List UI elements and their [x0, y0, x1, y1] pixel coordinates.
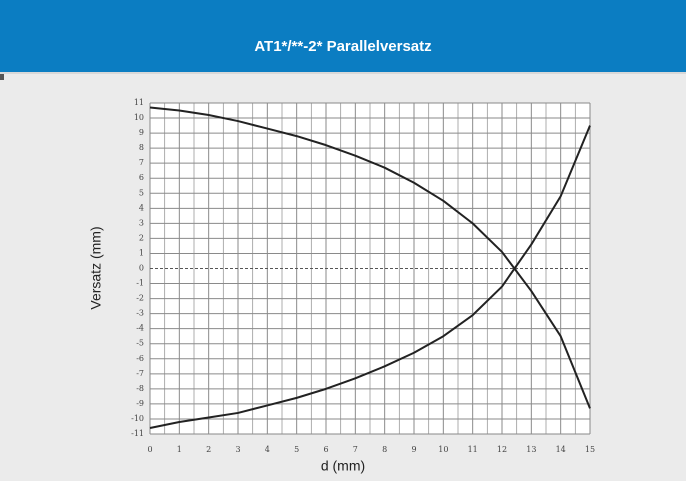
- y-tick-label: -2: [136, 294, 144, 303]
- x-tick-label: 6: [323, 445, 328, 454]
- y-tick-label: -3: [136, 309, 144, 318]
- y-tick-label: -11: [131, 429, 144, 438]
- x-tick-label: 4: [265, 445, 270, 454]
- header-shadow: [0, 72, 686, 74]
- x-tick-label: 2: [206, 445, 211, 454]
- y-tick-label: 2: [139, 233, 144, 242]
- y-tick-label: 9: [139, 128, 144, 137]
- x-tick-label: 3: [235, 445, 240, 454]
- y-tick-label: 10: [134, 113, 144, 122]
- y-tick-label: 3: [139, 218, 144, 227]
- y-tick-label: 11: [134, 98, 144, 107]
- line: [149, 125, 591, 429]
- y-tick-label: 0: [139, 264, 144, 273]
- x-axis-label: d (mm): [321, 458, 365, 474]
- y-tick-label: 4: [139, 203, 144, 212]
- chart-title: AT1*/**-2* Parallelversatz: [254, 38, 431, 55]
- y-tick-label: -6: [136, 354, 144, 363]
- x-tick-label: 0: [147, 445, 152, 454]
- y-tick-label: 5: [139, 188, 144, 197]
- x-tick-label: 15: [585, 445, 595, 454]
- x-tick-label: 14: [556, 445, 566, 454]
- y-tick-label: -4: [136, 324, 144, 333]
- header: [0, 0, 686, 72]
- edge: [0, 72, 4, 80]
- y-tick-label: -10: [131, 414, 144, 423]
- y-tick-label: -9: [136, 399, 144, 408]
- x-tick-label: 10: [438, 445, 448, 454]
- x-tick-label: 11: [468, 445, 478, 454]
- y-tick-label: -7: [136, 369, 144, 378]
- y-axis-label: Versatz (mm): [88, 226, 104, 309]
- x-tick-label: 5: [294, 445, 299, 454]
- y-tick-label: -1: [136, 279, 144, 288]
- x-tick-label: 1: [177, 445, 182, 454]
- y-tick-label: 1: [139, 248, 144, 257]
- y-tick-label: -8: [136, 384, 144, 393]
- x-tick-label: 7: [353, 445, 358, 454]
- x-tick-label: 12: [497, 445, 507, 454]
- y-tick-label: 8: [139, 143, 144, 152]
- x-tick-label: 8: [382, 445, 387, 454]
- x-tick-label: 9: [411, 445, 416, 454]
- line: [149, 106, 591, 409]
- y-tick-label: 6: [139, 173, 144, 182]
- y-tick-label: -5: [136, 339, 144, 348]
- y-tick-label: 7: [139, 158, 144, 167]
- x-tick-label: 13: [526, 445, 536, 454]
